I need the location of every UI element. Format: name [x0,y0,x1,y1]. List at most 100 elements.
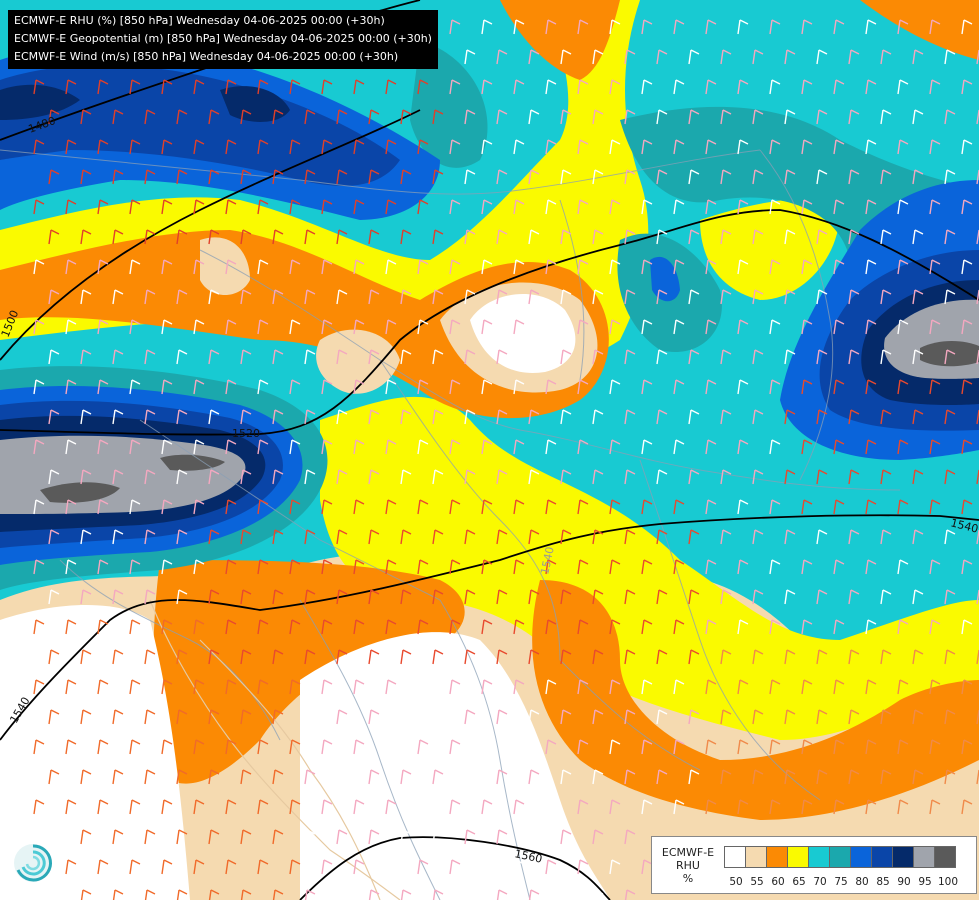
country-borders [0,149,901,900]
wind-barb-icon [705,679,717,695]
geopotential-contour [0,109,421,361]
wind-barb-icon [225,259,237,275]
wind-barb-icon [929,799,941,815]
wind-barb-icon [833,259,845,275]
wind-barb-icon [353,859,365,875]
wind-barb-icon [225,499,237,515]
wind-barb-icon [688,349,700,365]
wind-barb-icon [400,229,412,245]
wind-barb-icon [609,619,621,635]
humidity-region [0,84,80,120]
wind-barb-icon [208,889,220,900]
wind-barb-icon [848,49,860,65]
wind-barb-icon [496,709,508,725]
wind-barb-icon [592,769,604,785]
wind-barb-icon [112,889,124,900]
wind-barb-icon [449,859,461,875]
wind-barb-icon [353,139,365,155]
wind-barb-icon [897,619,909,635]
wind-barb-icon [961,739,973,755]
wind-barb-icon [304,169,316,185]
wind-barb-icon [897,19,909,35]
wind-barb-icon [336,769,348,785]
wind-barb-icon [496,529,508,545]
wind-barb-icon [592,649,604,665]
wind-barb-icon [833,739,845,755]
wind-barb-icon [321,319,333,335]
wind-barb-icon [592,709,604,725]
humidity-region [320,396,979,740]
wind-barb-icon [944,349,956,365]
wind-barb-icon [464,289,476,305]
wind-barb-icon [336,469,348,485]
wind-barb-icon [193,439,205,455]
wind-barb-icon [193,739,205,755]
wind-barb-icon [784,229,796,245]
wind-barb-icon [720,349,732,365]
wind-barb-icon [833,619,845,635]
country-border [439,599,531,900]
wind-barb-icon [801,79,813,95]
wind-barb-icon [560,409,572,425]
wind-barb-icon [816,589,828,605]
wind-barb-icon [289,499,301,515]
wind-barb-icon [737,619,749,635]
wind-barb-icon [432,769,444,785]
wind-barb-icon [865,139,877,155]
wind-barb-icon [929,139,941,155]
wind-barb-icon [705,139,717,155]
wind-barb-icon [144,769,156,785]
wind-barb-icon [752,109,764,125]
wind-barb-icon [161,199,173,215]
wind-barb-icon [400,769,412,785]
wind-barb-icon [321,139,333,155]
wind-barb-icon [624,289,636,305]
wind-barb-icon [865,799,877,815]
wind-barb-icon [833,319,845,335]
wind-barb-icon [304,829,316,845]
wind-barb-icon [528,589,540,605]
wind-barb-icon [289,679,301,695]
wind-barb-icon [225,379,237,395]
wind-barb-icon [336,889,348,900]
wind-barb-icon [784,109,796,125]
wind-barb-icon [513,859,525,875]
wind-barb-icon [528,169,540,185]
wind-barb-icon [289,439,301,455]
wind-barb-icon [240,889,252,900]
wind-barb-icon [129,319,141,335]
wind-barb-icon [464,409,476,425]
wind-barb-icon [528,769,540,785]
wind-barb-icon [48,169,60,185]
wind-barb-icon [769,259,781,275]
wind-barb-icon [385,679,397,695]
wind-barb-icon [673,319,685,335]
geopotential-contour [0,514,979,741]
wind-barb-icon [705,19,717,35]
wind-barb-icon [208,169,220,185]
wind-barb-icon [769,739,781,755]
wind-barb-icon [784,709,796,725]
wind-barb-icon [129,499,141,515]
wind-barb-icon [161,559,173,575]
wind-barb-icon [193,199,205,215]
wind-barb-icon [33,379,45,395]
wind-barb-icon [336,349,348,365]
wind-barb-icon [688,229,700,245]
wind-barb-icon [385,499,397,515]
legend-swatch [787,846,809,868]
wind-barb-icon [272,649,284,665]
wind-barb-icon [80,769,92,785]
humidity-region [920,341,979,367]
wind-barb-icon [336,409,348,425]
wind-barb-icon [289,139,301,155]
wind-barb-icon [513,499,525,515]
wind-barb-icon [289,559,301,575]
wind-barb-icon [129,739,141,755]
wind-barb-icon [400,709,412,725]
wind-barb-icon [336,289,348,305]
map-title-box: ECMWF-E RHU (%) [850 hPa] Wednesday 04-0… [8,10,438,69]
wind-barb-icon [656,349,668,365]
wind-barb-icon [769,499,781,515]
legend-tick: 75 [834,876,848,888]
